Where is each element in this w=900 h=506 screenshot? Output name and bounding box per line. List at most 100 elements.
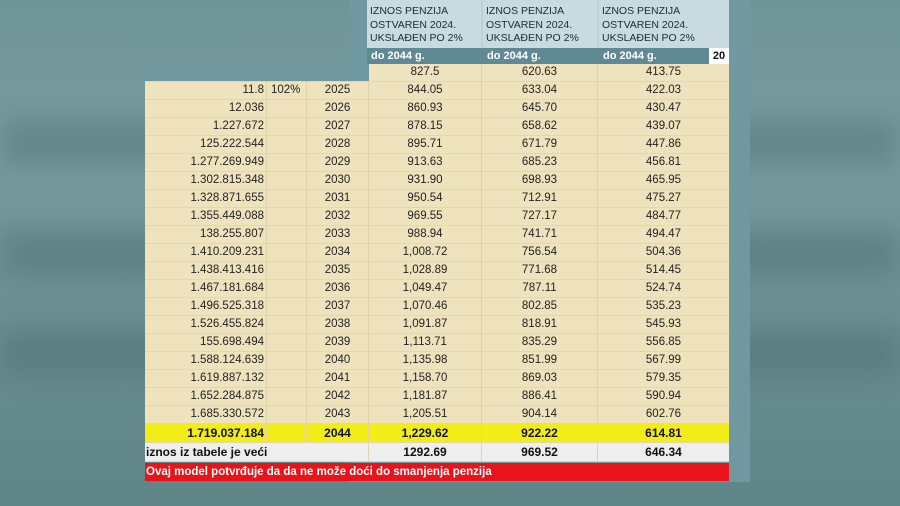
cell-percent bbox=[267, 262, 307, 279]
table-row-comparison: iznos iz tabele je veći 1292.69 969.52 6… bbox=[145, 443, 729, 462]
cell-value: 1.685.330.572 bbox=[145, 406, 267, 423]
cell-b: 904.14 bbox=[482, 406, 598, 423]
cell-b: 818.91 bbox=[482, 316, 598, 333]
cell-year: 2029 bbox=[307, 154, 369, 171]
cell-percent bbox=[267, 280, 307, 297]
cell-year: 2032 bbox=[307, 208, 369, 225]
subheader-column-a: do 2044 g. bbox=[371, 50, 425, 62]
cell-c: 545.93 bbox=[645, 318, 682, 330]
cell-a: 1,229.62 bbox=[369, 424, 482, 442]
cell-b: 633.04 bbox=[482, 82, 598, 99]
table-row: 1.467.181.684 2036 1,049.47 787.11 524.74 bbox=[145, 280, 729, 298]
cell-a: 1,091.87 bbox=[369, 316, 482, 333]
cell-year: 2028 bbox=[307, 136, 369, 153]
cell-year: 2044 bbox=[307, 424, 369, 442]
cell-percent bbox=[267, 388, 307, 405]
cell-a: 1,008.72 bbox=[369, 244, 482, 261]
cell-c: 535.23 bbox=[645, 300, 682, 312]
cell-c: 447.86 bbox=[645, 138, 682, 150]
cell-value: 1.328.871.655 bbox=[145, 190, 267, 207]
subheader-extra-cell: 20 bbox=[709, 48, 729, 64]
cell-a: 844.05 bbox=[369, 82, 482, 99]
cell-a: 1292.69 bbox=[369, 443, 482, 461]
cell-b: 671.79 bbox=[482, 136, 598, 153]
cell-a: 969.55 bbox=[369, 208, 482, 225]
cell-year: 2025 bbox=[307, 82, 369, 99]
cell-value: 138.255.807 bbox=[145, 226, 267, 243]
table-row-base: 827.5 620.63 413.75 bbox=[145, 64, 729, 82]
cell-b: 969.52 bbox=[482, 443, 598, 461]
cell-value: 1.227.672 bbox=[145, 118, 267, 135]
table-row: 1.526.455.824 2038 1,091.87 818.91 545.93 bbox=[145, 316, 729, 334]
cell-c: 413.75 bbox=[645, 66, 682, 78]
cell-year: 2040 bbox=[307, 352, 369, 369]
cell-percent bbox=[267, 334, 307, 351]
cell-c: 465.95 bbox=[645, 174, 682, 186]
cell-b: 922.22 bbox=[482, 424, 598, 442]
table-row: 1.619.887.132 2041 1,158.70 869.03 579.35 bbox=[145, 370, 729, 388]
cell-b: 756.54 bbox=[482, 244, 598, 261]
cell-year: 2039 bbox=[307, 334, 369, 351]
cell-year: 2026 bbox=[307, 100, 369, 117]
cell-a: 1,205.51 bbox=[369, 406, 482, 423]
cell-a: 950.54 bbox=[369, 190, 482, 207]
cell-value: 1.719.037.184 bbox=[145, 424, 267, 442]
table-row: 1.588.124.639 2040 1,135.98 851.99 567.99 bbox=[145, 352, 729, 370]
cell-year: 2035 bbox=[307, 262, 369, 279]
cell-b: 727.17 bbox=[482, 208, 598, 225]
cell-year: 2034 bbox=[307, 244, 369, 261]
cell-percent bbox=[267, 208, 307, 225]
cell-a: 988.94 bbox=[369, 226, 482, 243]
cell-c: 484.77 bbox=[645, 210, 682, 222]
header-column-a: IZNOS PENZIJA OSTVAREN 2024. UKSLAĐEN PO… bbox=[367, 0, 481, 48]
table-row: 155.698.494 2039 1,113.71 835.29 556.85 bbox=[145, 334, 729, 352]
cell-b: 802.85 bbox=[482, 298, 598, 315]
cell-value: 1.410.209.231 bbox=[145, 244, 267, 261]
cell-year: 2043 bbox=[307, 406, 369, 423]
cell-percent bbox=[267, 100, 307, 117]
table-row: 1.652.284.875 2042 1,181.87 886.41 590.94 bbox=[145, 388, 729, 406]
cell-a: 860.93 bbox=[369, 100, 482, 117]
subheader-column-c: do 2044 g. bbox=[603, 50, 657, 62]
cell-c: 475.27 bbox=[645, 192, 682, 204]
cell-b: 712.91 bbox=[482, 190, 598, 207]
cell-value: 1.467.181.684 bbox=[145, 280, 267, 297]
cell-c: 494.47 bbox=[645, 228, 682, 240]
table-row-highlight: 1.719.037.184 2044 1,229.62 922.22 614.8… bbox=[145, 424, 729, 443]
cell-b: 620.63 bbox=[482, 64, 598, 81]
header-column-b: IZNOS PENZIJA OSTVAREN 2024. UKSLAĐEN PO… bbox=[483, 0, 597, 48]
cell-value: 1.355.449.088 bbox=[145, 208, 267, 225]
cell-percent bbox=[267, 154, 307, 171]
cell-percent bbox=[267, 136, 307, 153]
cell-percent bbox=[267, 244, 307, 261]
cell-value: 11.8 bbox=[145, 82, 267, 99]
cell-c: 504.36 bbox=[645, 246, 682, 258]
cell-c: 602.76 bbox=[645, 408, 682, 420]
cell-c: 646.34 bbox=[645, 445, 682, 459]
cell-percent: 102% bbox=[267, 82, 307, 99]
cell-a: 931.90 bbox=[369, 172, 482, 189]
cell-value: 1.588.124.639 bbox=[145, 352, 267, 369]
table-row: 1.328.871.655 2031 950.54 712.91 475.27 bbox=[145, 190, 729, 208]
table-row: 1.277.269.949 2029 913.63 685.23 456.81 bbox=[145, 154, 729, 172]
cell-c: 524.74 bbox=[645, 282, 682, 294]
cell-value: 1.277.269.949 bbox=[145, 154, 267, 171]
cell-value: 1.438.413.416 bbox=[145, 262, 267, 279]
cell-percent bbox=[267, 316, 307, 333]
cell-percent bbox=[267, 118, 307, 135]
table-row: 12.036 2026 860.93 645.70 430.47 bbox=[145, 100, 729, 118]
table-row: 138.255.807 2033 988.94 741.71 494.47 bbox=[145, 226, 729, 244]
cell-c: 430.47 bbox=[645, 102, 682, 114]
cell-b: 835.29 bbox=[482, 334, 598, 351]
cell-year: 2031 bbox=[307, 190, 369, 207]
cell-a: 878.15 bbox=[369, 118, 482, 135]
cell-year: 2033 bbox=[307, 226, 369, 243]
cell-percent bbox=[267, 190, 307, 207]
cell-b: 645.70 bbox=[482, 100, 598, 117]
cell-year: 2042 bbox=[307, 388, 369, 405]
table-body: 11.8 102% 2025 844.05 633.04 422.03 12.036 2026… bbox=[145, 82, 729, 424]
table-row: 125.222.544 2028 895.71 671.79 447.86 bbox=[145, 136, 729, 154]
cell-a: 1,070.46 bbox=[369, 298, 482, 315]
cell-a: 913.63 bbox=[369, 154, 482, 171]
table-row: 1.496.525.318 2037 1,070.46 802.85 535.23 bbox=[145, 298, 729, 316]
